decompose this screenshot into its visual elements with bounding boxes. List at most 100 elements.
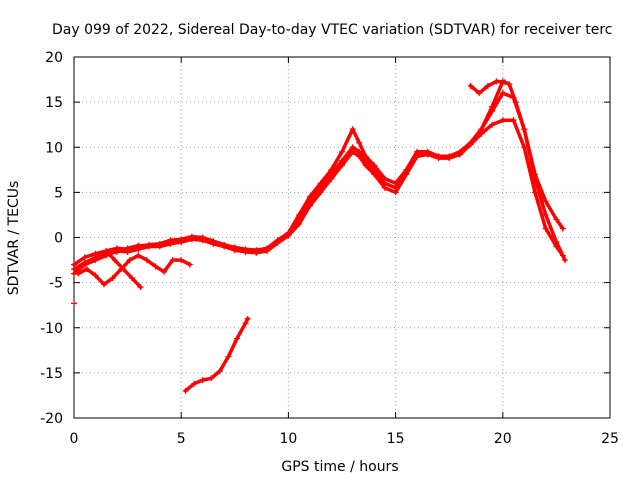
series-track-5 [103,248,144,291]
data-point [71,300,77,307]
series-line [72,91,565,267]
data-point [161,268,168,275]
series-line [183,316,250,393]
y-tick-label: -10 [40,321,63,337]
data-point [306,198,313,205]
y-tick-label: 10 [45,140,63,156]
data-point [120,266,127,273]
data-point [542,198,549,205]
series-track-1 [71,90,566,268]
data-point [253,248,260,255]
series-line [72,118,565,276]
data-point [188,234,195,241]
data-point [484,82,491,89]
data-point [178,257,185,264]
data-point [328,171,335,178]
data-series [71,78,568,394]
y-tick-label: -15 [40,366,63,382]
series-track-4 [75,252,193,288]
data-point [456,150,463,157]
data-point [510,117,517,124]
data-point [111,257,118,264]
data-point [553,216,560,223]
data-point [146,242,153,249]
data-point [499,90,506,97]
data-point [296,216,303,223]
data-point [467,82,474,89]
data-point [446,154,453,161]
x-axis-label: GPS time / hours [281,459,398,475]
data-point [531,189,538,196]
data-point [225,353,232,360]
data-point [178,237,185,244]
data-point [531,175,538,182]
data-point [92,254,99,261]
series-line [76,253,192,287]
grid-lines [74,57,610,418]
x-tick-label: 15 [387,431,405,447]
data-point [221,242,228,249]
data-point [435,154,442,161]
data-point [109,275,116,282]
data-point [493,78,500,85]
data-point [403,169,410,176]
data-point [317,184,324,191]
data-point [182,387,189,394]
data-point [478,126,485,133]
x-tick-label: 0 [70,431,79,447]
data-point [499,117,506,124]
series-track-3 [71,78,568,273]
data-point [233,335,240,342]
data-point [512,99,519,106]
data-point [210,239,217,246]
data-point [126,257,133,264]
data-point [285,231,292,238]
data-point [216,368,223,375]
data-point [244,315,251,322]
data-point [356,139,363,146]
data-point [242,248,249,255]
data-point [231,245,238,252]
data-point [489,121,496,128]
data-point [71,266,77,273]
data-point [561,257,568,264]
data-point [128,275,135,282]
data-point [381,180,388,187]
data-point [339,148,345,155]
data-point [542,211,549,218]
data-point [521,126,528,133]
data-point [81,254,88,261]
data-point [489,103,496,110]
series-track-6 [182,315,251,394]
data-point [501,79,508,86]
data-point [242,320,249,327]
data-point [392,184,399,191]
data-point [169,257,176,264]
x-tick-label: 10 [279,431,297,447]
data-point [274,238,281,245]
data-point [467,139,474,146]
series-outlier [71,300,77,307]
data-point [113,248,120,255]
data-point [424,150,431,157]
x-tick-label: 20 [494,431,512,447]
y-tick-label: -5 [49,276,63,292]
data-point [81,259,88,266]
data-point [143,257,150,264]
data-point [199,235,206,242]
x-tick-label: 25 [601,431,619,447]
axis-ticks: 0 5 10 15 20 25 -20 -15 -10 -5 0 5 10 15 20 [40,50,619,447]
series-track-7 [467,78,508,97]
data-point [152,263,159,270]
data-point [553,239,560,246]
series-line [72,79,567,271]
data-point [521,144,528,151]
y-tick-label: 15 [45,95,63,111]
data-point [83,266,90,273]
chart-title: Day 099 of 2022, Sidereal Day-to-day VTE… [52,22,612,38]
data-point [135,242,142,249]
y-tick-label: -20 [40,411,63,427]
y-tick-label: 0 [54,231,63,247]
data-point [156,241,163,248]
data-point [356,148,363,155]
